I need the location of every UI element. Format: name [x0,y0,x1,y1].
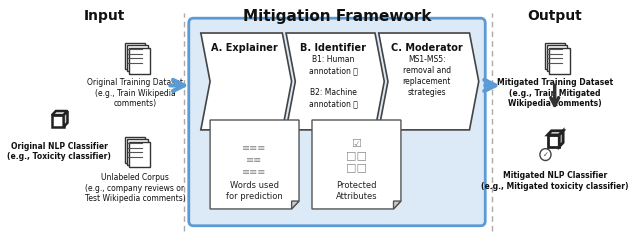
FancyBboxPatch shape [545,43,565,69]
Polygon shape [394,201,401,209]
FancyBboxPatch shape [125,137,145,162]
Polygon shape [286,33,384,130]
Text: A. Explainer: A. Explainer [211,43,278,53]
Text: Original NLP Classifier
(e.g., Toxicity classifier): Original NLP Classifier (e.g., Toxicity … [7,142,111,161]
Text: Mitigation Framework: Mitigation Framework [243,9,431,24]
Polygon shape [548,131,563,135]
Text: ☑
□□
□□: ☑ □□ □□ [346,139,367,172]
Text: MS1-MS5:
removal and
replacement
strategies: MS1-MS5: removal and replacement strateg… [403,55,451,97]
Polygon shape [63,111,67,127]
Text: Unlabeled Corpus
(e.g., company reviews or
Test Wikipedia comments): Unlabeled Corpus (e.g., company reviews … [84,173,186,203]
FancyBboxPatch shape [129,48,150,73]
Text: B1: Human
annotation 👥

B2: Machine
annotation 🖥: B1: Human annotation 👥 B2: Machine annot… [309,55,358,108]
Polygon shape [210,120,299,209]
Text: Protected
Attributes: Protected Attributes [335,181,377,201]
Polygon shape [379,33,479,130]
Polygon shape [52,115,63,127]
FancyBboxPatch shape [189,18,485,226]
FancyBboxPatch shape [549,48,570,73]
Polygon shape [201,33,292,130]
FancyBboxPatch shape [127,139,148,165]
FancyBboxPatch shape [129,142,150,168]
Text: Words used
for prediction: Words used for prediction [226,181,283,201]
Polygon shape [52,111,67,115]
Text: Output: Output [527,9,582,23]
Polygon shape [548,135,559,147]
Polygon shape [312,120,401,209]
Text: Original Training Dataset
(e.g., Train Wikipedia
comments): Original Training Dataset (e.g., Train W… [87,78,183,108]
Text: Mitigated NLP Classifier
(e.g., Mitigated toxicity classifier): Mitigated NLP Classifier (e.g., Mitigate… [481,171,628,191]
Circle shape [540,149,551,161]
Text: ✓: ✓ [543,152,548,158]
Polygon shape [559,131,563,147]
Text: C. Moderator: C. Moderator [391,43,463,53]
FancyBboxPatch shape [125,43,145,69]
Polygon shape [292,201,299,209]
FancyBboxPatch shape [547,45,567,71]
Text: B. Identifier: B. Identifier [300,43,366,53]
FancyBboxPatch shape [127,45,148,71]
Text: ≡≡≡
≡≡
≡≡≡: ≡≡≡ ≡≡ ≡≡≡ [243,144,267,177]
Text: Mitigated Training Dataset
(e.g., Train Mitigated
Wikipedia comments): Mitigated Training Dataset (e.g., Train … [497,78,612,108]
Text: Input: Input [84,9,125,23]
